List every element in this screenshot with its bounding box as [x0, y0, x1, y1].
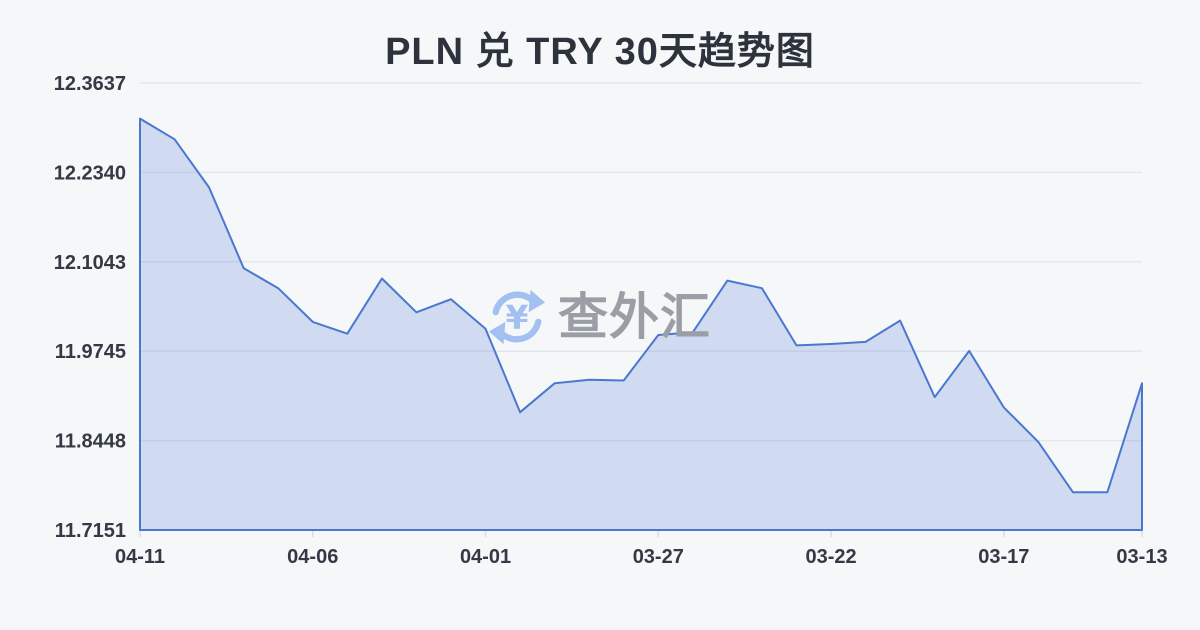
x-axis-label: 03-17 [978, 546, 1029, 568]
area-series [139, 117, 1143, 531]
y-axis-label: 12.3637 [54, 73, 126, 95]
x-axis-label: 04-11 [115, 546, 165, 568]
x-axis-label: 04-06 [287, 546, 338, 568]
x-axis-label: 03-22 [805, 546, 856, 568]
chart-title: PLN 兑 TRY 30天趋势图 [385, 31, 815, 73]
x-axis-label: 03-13 [1116, 546, 1167, 568]
y-axis-label: 11.7151 [55, 520, 126, 542]
y-axis-label: 12.2340 [54, 162, 126, 184]
y-axis-label: 11.9745 [55, 341, 126, 363]
x-axis-label: 04-01 [460, 546, 511, 568]
x-axis-label: 03-27 [633, 546, 684, 568]
y-axis-label: 12.1043 [54, 252, 126, 274]
y-axis-label: 11.8448 [55, 431, 126, 453]
